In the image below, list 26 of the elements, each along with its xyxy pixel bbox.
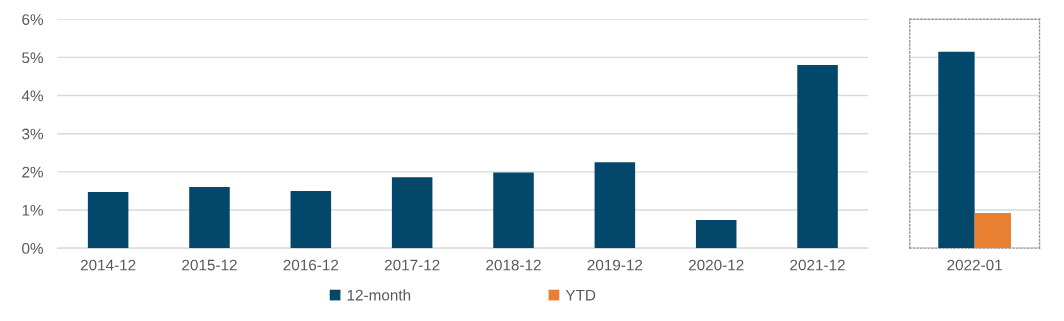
x-tick-label: 2015-12 [182,259,237,271]
y-tick-label: 4% [21,90,44,102]
bar [290,190,332,249]
x-tick-label: 2017-12 [384,259,440,271]
x-tick-label: 2019-12 [587,259,643,271]
y-tick-label: 0% [22,243,44,254]
x-tick-label: 2018-12 [486,259,541,271]
bar [189,187,230,249]
bar [87,192,129,249]
x-tick-label: 2022-01 [947,259,1002,271]
y-tick-label: 3% [22,128,44,140]
x-tick-label: 2021-12 [790,259,845,271]
x-tick-label: 2020-12 [688,259,744,271]
legend-label: YTD [565,289,596,301]
x-tick-label: 2014-12 [80,259,136,271]
bar [797,65,838,249]
bar [391,177,433,249]
y-tick-label: 6% [22,14,44,25]
y-tick-label: 2% [22,166,44,178]
x-tick-label: 2016-12 [283,259,339,271]
y-tick-label: 1% [22,204,44,216]
bar [594,162,636,249]
bar [493,172,534,249]
bar [695,219,737,249]
legend-label: 12-month [347,289,411,301]
y-tick-label: 5% [22,52,44,64]
